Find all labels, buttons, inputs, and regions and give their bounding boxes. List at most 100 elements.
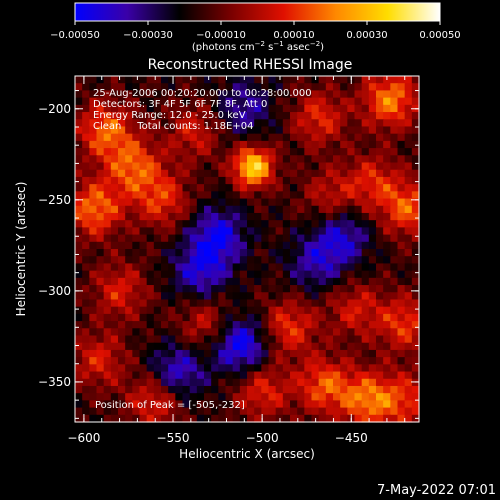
heatmap-cell (275, 169, 284, 178)
heatmap-cell (175, 342, 184, 351)
heatmap-cell (347, 169, 356, 178)
heatmap-cell (297, 299, 305, 308)
heatmap-cell (318, 292, 327, 301)
heatmap-cell (225, 378, 234, 387)
heatmap-cell (118, 285, 126, 293)
heatmap-cell (325, 335, 334, 344)
heatmap-cell (211, 357, 219, 365)
heatmap-cell (297, 400, 305, 409)
heatmap-cell (146, 169, 155, 178)
heatmap-cell (110, 83, 119, 92)
heatmap-cell (290, 306, 298, 315)
heatmap-cell (354, 378, 363, 387)
heatmap-cell (196, 357, 205, 365)
heatmap-cell (397, 205, 406, 214)
heatmap-cell (376, 349, 384, 358)
heatmap-cell (125, 205, 133, 214)
heatmap-cell (89, 162, 98, 171)
heatmap-cell (404, 205, 413, 214)
heatmap-cell (411, 306, 420, 315)
heatmap-cell (204, 140, 212, 149)
heatmap-cell (96, 299, 105, 308)
heatmap-cell (297, 270, 305, 279)
heatmap-cell (110, 378, 119, 387)
heatmap-cell (153, 285, 162, 293)
heatmap-cell (161, 357, 169, 365)
heatmap-cell (268, 184, 277, 192)
heatmap-cell (268, 83, 277, 92)
heatmap-cell (368, 292, 377, 301)
heatmap-cell (110, 198, 119, 207)
heatmap-cell (282, 148, 291, 156)
heatmap-cell (318, 169, 327, 178)
heatmap-cell (125, 256, 133, 265)
heatmap-cell (218, 76, 227, 84)
heatmap-cell (96, 162, 105, 171)
heatmap-cell (139, 292, 148, 301)
colorbar-tick-label: 0.00050 (419, 30, 460, 41)
heatmap-cell (261, 76, 270, 84)
heatmap-cell (139, 335, 148, 344)
heatmap-cell (161, 126, 169, 135)
heatmap-cell (139, 277, 148, 286)
heatmap-cell (383, 371, 391, 380)
heatmap-cell (354, 205, 363, 214)
heatmap-cell (290, 400, 298, 409)
heatmap-cell (411, 133, 420, 142)
heatmap-cell (261, 198, 270, 207)
heatmap-cell (153, 256, 162, 265)
heatmap-cell (132, 328, 141, 337)
heatmap-cell (139, 191, 148, 200)
heatmap-cell (397, 328, 406, 337)
heatmap-cell (376, 378, 384, 387)
heatmap-cell (254, 357, 262, 365)
heatmap-cell (175, 371, 184, 380)
heatmap-cell (211, 277, 219, 286)
heatmap-cell (225, 414, 234, 423)
heatmap-cell (161, 234, 169, 243)
heatmap-cell (304, 198, 313, 207)
heatmap-cell (304, 393, 313, 401)
heatmap-cell (347, 198, 356, 207)
heatmap-cell (383, 83, 391, 92)
heatmap-cell (204, 191, 212, 200)
heatmap-cell (161, 335, 169, 344)
heatmap-cell (189, 378, 198, 387)
heatmap-cell (225, 220, 234, 228)
heatmap-cell (189, 400, 198, 409)
heatmap-cell (204, 357, 212, 365)
heatmap-cell (146, 393, 155, 401)
heatmap-cell (361, 256, 370, 265)
heatmap-cell (325, 148, 334, 156)
heatmap-cell (347, 292, 356, 301)
heatmap-cell (247, 76, 255, 84)
heatmap-cell (268, 104, 277, 113)
heatmap-cell (168, 313, 176, 322)
heatmap-cell (304, 227, 313, 236)
heatmap-cell (75, 357, 83, 365)
heatmap-cell (175, 155, 184, 164)
heatmap-cell (275, 335, 284, 344)
heatmap-cell (168, 277, 176, 286)
heatmap-cell (254, 270, 262, 279)
heatmap-cell (325, 299, 334, 308)
heatmap-cell (168, 169, 176, 178)
heatmap-cell (333, 119, 341, 128)
heatmap-cell (275, 256, 284, 265)
y-axis-ticks: −200−250−300−350 (38, 90, 419, 419)
heatmap-cell (139, 97, 148, 106)
heatmap-cell (125, 148, 133, 156)
heatmap-cell (297, 378, 305, 387)
heatmap-cell (146, 184, 155, 192)
heatmap-cell (354, 349, 363, 358)
heatmap-cell (103, 342, 112, 351)
heatmap-cell (275, 393, 284, 401)
heatmap-cell (275, 357, 284, 365)
heatmap-cell (196, 205, 205, 214)
heatmap-cell (211, 227, 219, 236)
heatmap-cell (390, 263, 399, 272)
heatmap-cell (254, 321, 262, 329)
heatmap-cell (383, 277, 391, 286)
heatmap-cell (383, 155, 391, 164)
heatmap-cell (89, 364, 98, 373)
